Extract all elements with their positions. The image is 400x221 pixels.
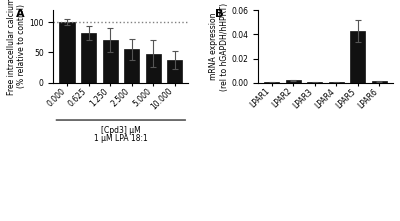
Text: [Cpd3] μM: [Cpd3] μM (101, 126, 141, 135)
Bar (124, 50, 139, 82)
Bar (350, 31, 365, 82)
Bar (167, 60, 182, 82)
Y-axis label: Free intracellular calcium
(% relative to control): Free intracellular calcium (% relative t… (7, 0, 26, 95)
Bar (146, 54, 161, 82)
Bar (102, 40, 118, 82)
Text: 1 μM LPA 18:1: 1 μM LPA 18:1 (94, 134, 148, 143)
Bar (60, 23, 74, 82)
Bar (286, 80, 301, 82)
Bar (372, 81, 387, 82)
Text: A: A (16, 9, 24, 19)
Text: B: B (215, 9, 223, 19)
Y-axis label: mRNA expression
(rel to hGAPDH/hHPRT): mRNA expression (rel to hGAPDH/hHPRT) (209, 2, 228, 91)
Bar (81, 33, 96, 82)
